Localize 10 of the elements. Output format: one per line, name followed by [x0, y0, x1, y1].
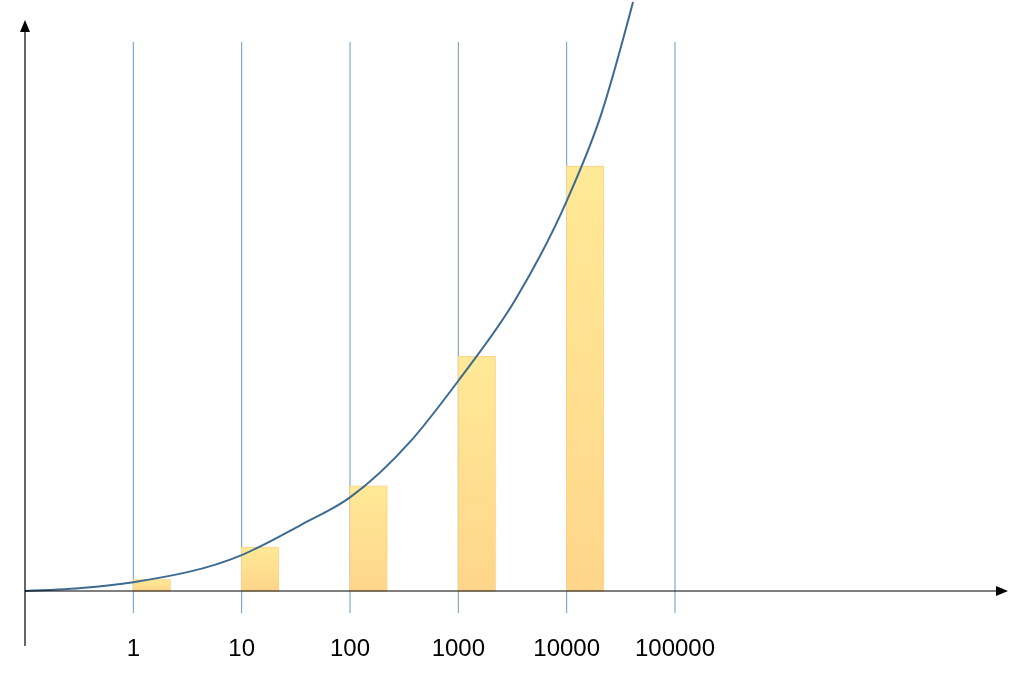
- x-tick-label: 1000: [431, 634, 486, 661]
- bar: [566, 165, 605, 592]
- x-tick-label: 100: [329, 634, 371, 661]
- x-tick-label: 1: [126, 634, 141, 661]
- bar: [457, 356, 496, 592]
- bar: [241, 546, 280, 592]
- x-tick-label: 10000: [533, 634, 601, 661]
- x-tick-label: 10: [228, 634, 256, 661]
- x-tick-label: 100000: [634, 634, 716, 661]
- bar: [349, 485, 388, 592]
